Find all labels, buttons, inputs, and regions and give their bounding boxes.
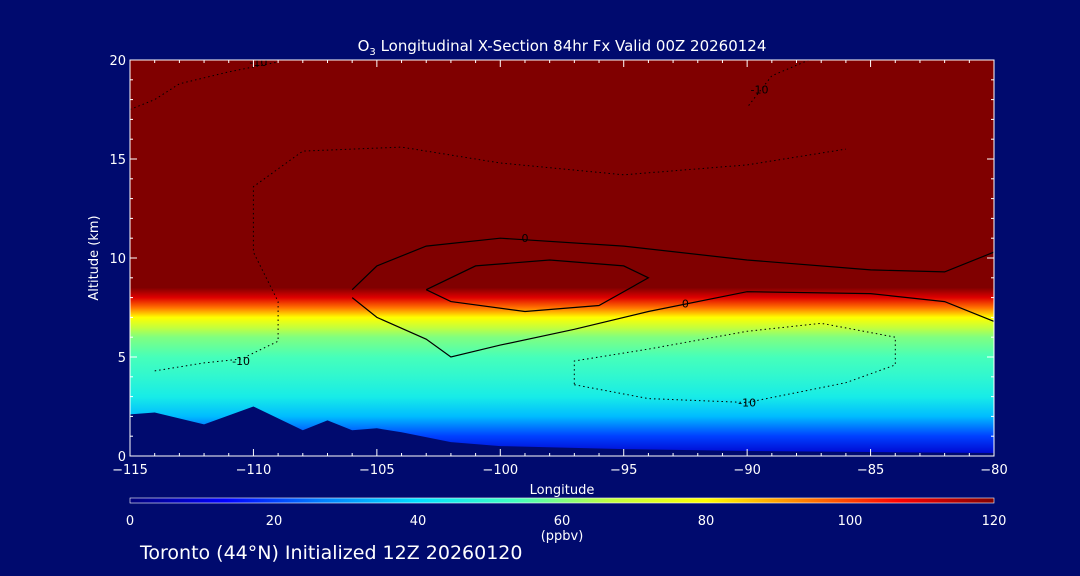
contour-line <box>573 322 896 404</box>
contour-label: -10 <box>232 355 250 368</box>
x-axis-label: Longitude <box>530 483 595 498</box>
y-tick-label: 20 <box>109 54 126 69</box>
colorbar-tick-label: 0 <box>126 514 134 529</box>
x-axis: −115 −110 −105 −100 −95 −90 −85 −80 <box>112 60 1008 478</box>
contour-line <box>351 237 994 291</box>
contour-label: -10 <box>738 397 756 410</box>
colorbar-tick-label: 100 <box>838 514 863 529</box>
footer-caption: Toronto (44°N) Initialized 12Z 20260120 <box>140 542 523 564</box>
y-tick-label: 5 <box>118 351 126 366</box>
colorbar <box>129 497 995 504</box>
chart-title-prefix: O <box>358 37 370 55</box>
x-tick-label: −85 <box>857 463 884 478</box>
colorbar-tick-label: 80 <box>698 514 715 529</box>
x-tick-label: −100 <box>482 463 518 478</box>
contour-line <box>154 146 846 372</box>
contour-label: -10 <box>249 56 267 69</box>
x-tick-label: −115 <box>112 463 148 478</box>
colorbar-unit: (ppbv) <box>541 529 584 544</box>
y-tick-label: 10 <box>109 252 126 267</box>
x-tick-label: −90 <box>733 463 760 478</box>
colorbar-tick-label: 120 <box>982 514 1007 529</box>
x-tick-label: −95 <box>610 463 637 478</box>
colorbar-ticks: 0 20 40 60 80 100 120 <box>126 514 1007 529</box>
ozone-field <box>130 60 994 456</box>
contour-label: 0 <box>521 232 528 245</box>
terrain-mask <box>130 406 994 456</box>
colorbar-tick-label: 20 <box>266 514 283 529</box>
x-tick-label: −80 <box>980 463 1007 478</box>
chart-title: O3 Longitudinal X-Section 84hr Fx Valid … <box>358 37 767 58</box>
y-tick-label: 15 <box>109 153 126 168</box>
chart-title-subscript: 3 <box>369 47 375 58</box>
y-axis: 0 5 10 15 20 <box>109 54 994 465</box>
chart-title-rest: Longitudinal X-Section 84hr Fx Valid 00Z… <box>376 37 767 55</box>
x-tick-label: −110 <box>236 463 272 478</box>
colorbar-tick-label: 40 <box>410 514 427 529</box>
y-tick-label: 0 <box>118 450 126 465</box>
y-axis-label: Altitude (km) <box>87 215 102 300</box>
contour-line <box>425 259 650 313</box>
contour-label: 0 <box>682 298 689 311</box>
contour-label: -10 <box>751 84 769 97</box>
colorbar-tick-label: 60 <box>554 514 571 529</box>
plot-area: 0 0 -10 -10 -10 -10 <box>130 56 994 456</box>
contour-line <box>351 291 994 358</box>
contour-lines: 0 0 -10 -10 -10 -10 <box>130 56 994 410</box>
x-tick-label: −105 <box>359 463 395 478</box>
